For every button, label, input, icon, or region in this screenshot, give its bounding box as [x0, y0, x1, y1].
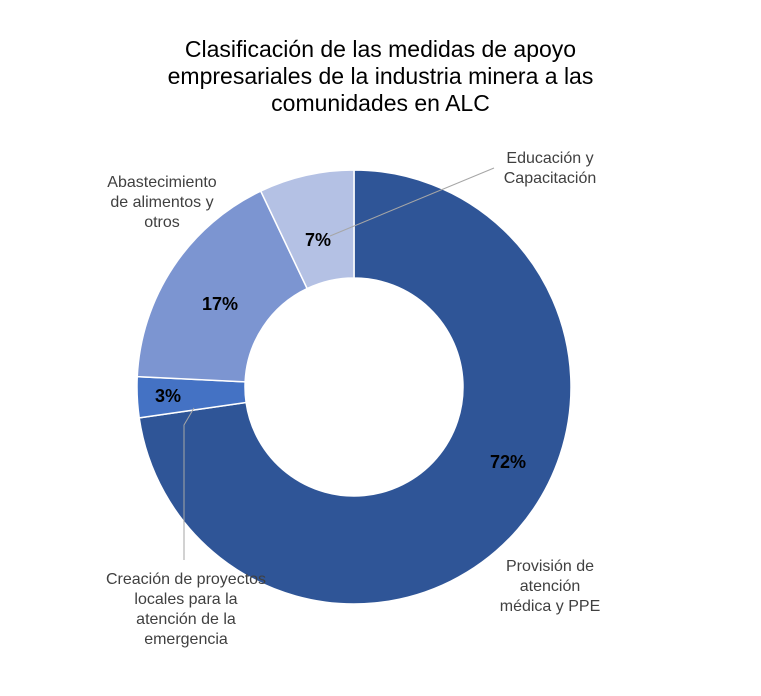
slice-label-creacion: Creación de proyectos locales para la at…	[72, 570, 300, 650]
slice-label-line: Educación y	[506, 150, 594, 167]
slice-educacion	[259, 169, 355, 290]
leader-line-educacion	[329, 167, 495, 237]
slice-label-line: de alimentos y	[110, 194, 214, 211]
slice-label-provision: Provisión de atención médica y PPE	[470, 557, 630, 617]
slice-label-line: atención	[519, 578, 581, 595]
slice-label-educacion: Educación y Capacitación	[470, 149, 630, 189]
value-label: 17%	[202, 294, 238, 314]
chart-title: Clasificación de las medidas de apoyo em…	[0, 36, 761, 117]
slice-label-line: Abastecimiento	[107, 174, 217, 191]
slice-label-line: locales para la	[134, 591, 238, 608]
leader-line-creacion	[183, 407, 195, 560]
slice-provision	[138, 169, 572, 605]
chart-title-line: empresariales de la industria minera a l…	[167, 63, 594, 89]
chart-title-line: Clasificación de las medidas de apoyo	[184, 36, 577, 62]
slice-label-line: Creación de proyectos	[105, 571, 267, 588]
slice-abastecimiento	[136, 190, 309, 383]
value-label: 7%	[305, 230, 331, 250]
slice-label-line: Provisión de	[505, 558, 595, 575]
value-label: 3%	[155, 386, 181, 406]
slice-label-abastecimiento: Abastecimiento de alimentos y otros	[82, 173, 242, 233]
value-label: 72%	[490, 452, 526, 472]
slice-label-line: atención de la	[136, 611, 236, 628]
chart-title-line: comunidades en ALC	[271, 90, 490, 116]
slice-label-line: emergencia	[144, 631, 228, 648]
slice-label-line: Capacitación	[503, 170, 597, 187]
slice-label-line: médica y PPE	[499, 598, 601, 615]
slice-label-line: otros	[144, 214, 180, 231]
